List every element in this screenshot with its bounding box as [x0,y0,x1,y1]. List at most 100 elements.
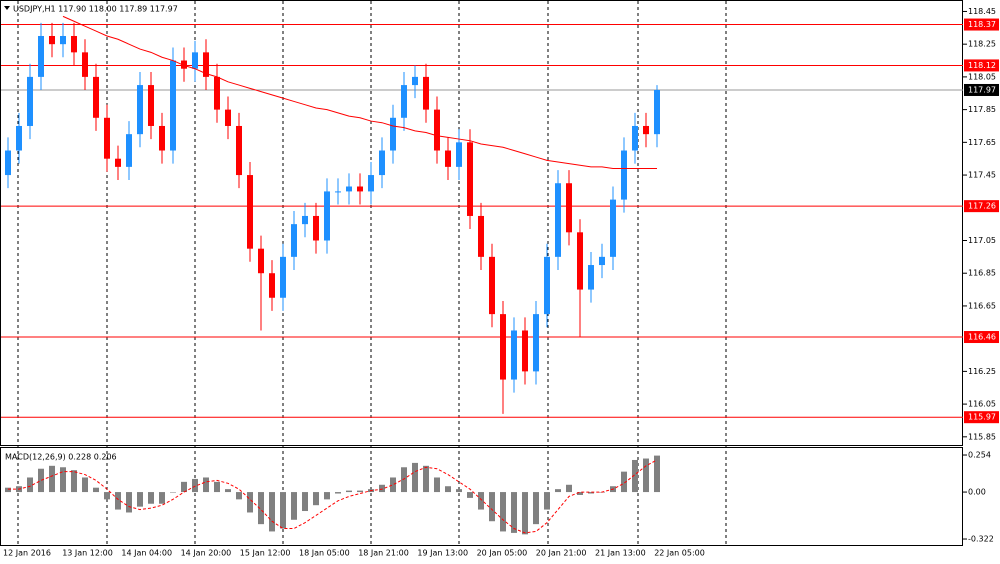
macd-bar [555,489,561,493]
macd-bar [412,462,418,493]
y-tick-label: 0.254 [968,451,991,460]
level-label: 118.12 [968,61,996,70]
macd-bar [258,492,264,525]
macd-bar [82,477,88,493]
moving-average [62,15,657,170]
level-label: 117.26 [968,202,996,211]
y-tick-label: 117.05 [968,236,996,245]
candle-body [137,85,143,135]
y-tick-label: 116.25 [968,367,996,376]
macd-bar [566,484,572,493]
level-label: 118.37 [968,20,996,29]
candle-body [588,265,594,290]
candle-body [159,125,165,151]
x-tick-label: 12 Jan 2016 [3,549,51,558]
x-tick-label: 15 Jan 12:00 [240,549,291,558]
candle-body [643,125,649,135]
candle-body [632,125,638,151]
y-tick-label: 117.45 [968,171,996,180]
candle-body [203,52,209,77]
y-tick-label: -0.322 [968,535,994,544]
candle-body [456,142,462,167]
macd-bar [126,492,132,513]
level-label-bg [964,331,999,344]
macd-bar [643,458,649,493]
x-tick-label: 13 Jan 12:00 [62,549,113,558]
macd-bar [49,465,55,493]
candle-body [511,330,517,380]
macd-bar [115,492,121,510]
macd-frame [0,447,963,546]
candle-body [324,191,330,241]
macd-bar [456,489,462,493]
y-tick-label: 116.65 [968,301,996,310]
y-tick-label: 118.05 [968,72,996,81]
candle-body [346,186,352,192]
macd-title: MACD(12,26,9) 0.228 0.206 [5,453,117,462]
candle-body [5,150,11,176]
level-label: 116.46 [968,333,996,342]
macd-bar [522,492,528,535]
candle-body [412,76,418,86]
candle-body [467,142,473,216]
macd-bar [269,492,275,532]
macd-bar [148,492,154,504]
candle-body [577,232,583,290]
chart-title: USDJPY,H1 117.90 118.00 117.89 117.97 [13,5,178,14]
y-tick-label: 115.85 [968,432,996,441]
candle-body [654,89,660,135]
macd-bar [577,492,583,495]
candle-body [379,150,385,176]
x-tick-label: 21 Jan 13:00 [595,549,646,558]
macd-bar [302,492,308,512]
macd-bar [335,492,341,494]
candle-body [335,191,341,193]
macd-bar [214,481,220,493]
candle-body [533,314,539,372]
candle-body [71,35,77,53]
x-tick-label: 18 Jan 05:00 [299,549,350,558]
candle-body [16,125,22,151]
candle-body [148,85,154,126]
candle-body [445,150,451,167]
candle-body [181,60,187,69]
macd-bar [445,486,451,493]
x-tick-label: 14 Jan 04:00 [121,549,172,558]
candle-body [82,52,88,77]
macd-bar [192,478,198,493]
candle-body [170,60,176,151]
candle-body [621,150,627,200]
macd-bar [511,492,517,533]
macd-bar [401,467,407,493]
x-tick-label: 20 Jan 05:00 [477,549,528,558]
candle-body [302,215,308,225]
menu-arrow[interactable] [4,6,10,10]
price-label: 117.97 [968,85,996,94]
macd-bar [71,470,77,493]
candle-body [478,215,484,257]
candle-body [423,76,429,110]
candle-body [258,248,264,274]
price-label-bg [964,83,999,96]
candle-body [115,158,121,167]
macd-bar [588,492,594,494]
candle-body [434,109,440,151]
y-tick-label: 118.25 [968,40,996,49]
macd-bar [621,471,627,493]
macd-bar [423,465,429,493]
macd-bar [27,477,33,493]
macd-bar [170,492,176,493]
candle-body [544,256,550,315]
candle-body [280,256,286,298]
x-tick-label: 20 Jan 21:00 [536,549,587,558]
macd-bar [434,477,440,493]
candle-body [225,109,231,126]
x-tick-label: 18 Jan 21:00 [358,549,409,558]
macd-bar [489,492,495,522]
level-label-bg [964,18,999,31]
macd-bar [533,492,539,525]
x-tick-label: 19 Jan 13:00 [417,549,468,558]
macd-bar [654,455,660,493]
candle-body [599,256,605,266]
